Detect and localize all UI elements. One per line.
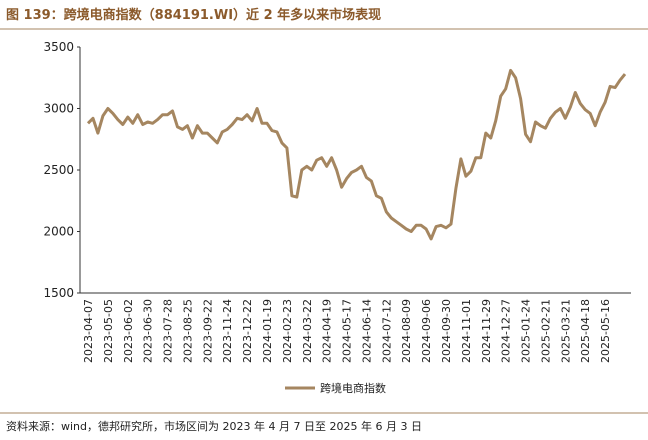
x-tick-label: 2024-07-12 <box>380 299 393 363</box>
x-tick-label: 2024-09-30 <box>440 299 453 363</box>
y-tick-label: 3000 <box>43 102 74 116</box>
y-tick-label: 1500 <box>43 286 74 300</box>
x-tick-label: 2023-04-07 <box>82 299 95 363</box>
series-line <box>86 68 627 241</box>
source-note: 资料来源：wind，德邦研究所，市场区间为 2023 年 4 月 7 日至 20… <box>6 419 422 433</box>
x-tick-label: 2025-02-21 <box>539 299 552 363</box>
x-tick-label: 2024-08-09 <box>400 299 413 363</box>
x-tick-label: 2023-06-02 <box>122 299 135 363</box>
x-tick-label: 2025-05-16 <box>599 299 612 363</box>
x-tick-label: 2023-08-25 <box>181 299 194 363</box>
x-tick-label: 2025-03-21 <box>559 299 572 363</box>
x-tick-label: 2024-02-23 <box>281 299 294 363</box>
x-tick-label: 2024-11-29 <box>480 299 493 363</box>
x-tick-label: 2023-05-05 <box>102 299 115 363</box>
x-tick-label: 2023-12-22 <box>241 299 254 363</box>
y-tick-label: 2500 <box>43 163 74 177</box>
x-tick-label: 2025-04-18 <box>579 299 592 363</box>
x-tick-label: 2024-09-06 <box>420 299 433 363</box>
x-tick-label: 2023-07-28 <box>162 299 175 363</box>
x-tick-label: 2024-04-19 <box>321 299 334 363</box>
legend-label: 跨境电商指数 <box>320 381 386 395</box>
x-tick-label: 2024-03-22 <box>301 299 314 363</box>
x-tick-label: 2023-06-30 <box>142 299 155 363</box>
x-tick-label: 2024-06-14 <box>360 299 373 363</box>
x-tick-label: 2024-12-27 <box>500 299 513 363</box>
chart-title: 图 139：跨境电商指数（884191.WI）近 2 年多以来市场表现 <box>6 7 381 23</box>
y-tick-label: 2000 <box>43 225 74 239</box>
x-tick-label: 2023-09-22 <box>201 299 214 363</box>
x-tick-label: 2024-11-01 <box>460 299 473 363</box>
x-tick-label: 2025-01-24 <box>520 299 533 363</box>
x-tick-label: 2024-05-17 <box>341 299 354 363</box>
y-tick-label: 3500 <box>43 40 74 54</box>
x-tick-label: 2024-01-19 <box>261 299 274 363</box>
x-tick-label: 2023-11-24 <box>221 299 234 363</box>
